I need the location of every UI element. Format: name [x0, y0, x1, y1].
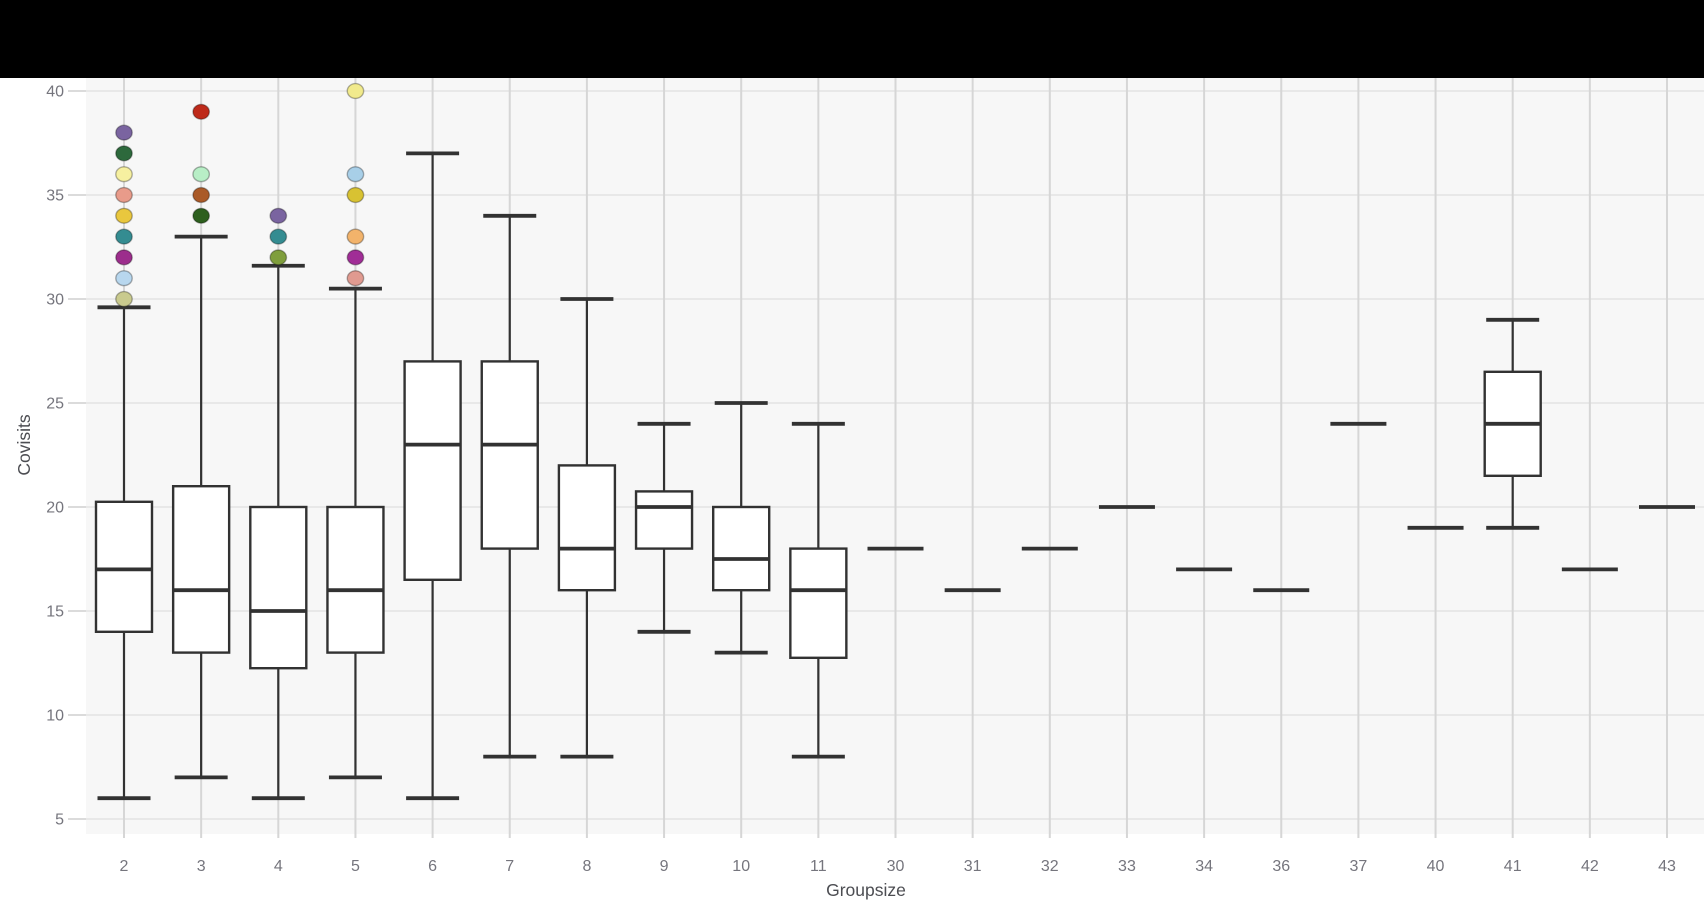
- iqr-box[interactable]: [789, 547, 848, 659]
- y-tick-label: 30: [46, 292, 64, 309]
- x-tick-label: 42: [1581, 858, 1599, 875]
- outlier-dot[interactable]: [269, 249, 288, 266]
- box-group-6[interactable]: [403, 151, 462, 801]
- outlier-dot[interactable]: [115, 186, 133, 204]
- outlier-dot[interactable]: [115, 270, 133, 287]
- y-tick-label: 20: [46, 500, 64, 517]
- x-tick-label: 8: [582, 858, 591, 875]
- box-group-7[interactable]: [480, 213, 539, 759]
- box-group-5[interactable]: [326, 82, 385, 780]
- x-tick-label: 34: [1195, 858, 1213, 875]
- outlier-dot[interactable]: [346, 228, 365, 245]
- x-tick-label: 6: [428, 858, 437, 875]
- outlier-dot[interactable]: [346, 166, 365, 183]
- box-group-10[interactable]: [712, 401, 771, 655]
- iqr-box[interactable]: [634, 490, 694, 550]
- box-group-9[interactable]: [634, 421, 694, 634]
- box-group-11[interactable]: [789, 421, 848, 759]
- x-tick-label: 11: [810, 858, 827, 875]
- x-axis-title: Groupsize: [826, 880, 906, 900]
- outlier-dot[interactable]: [269, 228, 288, 245]
- x-tick-label: 41: [1504, 858, 1522, 875]
- x-tick-label: 37: [1350, 858, 1368, 875]
- top-black-bar: [0, 0, 1704, 78]
- y-axis-tick-labels: 5 10 15 20 25 30 35 40: [46, 84, 64, 829]
- x-tick-label: 32: [1041, 858, 1059, 875]
- x-tick-label: 10: [732, 858, 750, 875]
- x-tick-label: 36: [1272, 858, 1290, 875]
- x-tick-label: 43: [1658, 858, 1676, 875]
- x-tick-label: 33: [1118, 858, 1136, 875]
- outlier-dot[interactable]: [115, 290, 133, 308]
- outlier-dot[interactable]: [346, 82, 365, 100]
- x-axis-tick-labels: 2 3 4 5 6 7 8 9 10 11 30 31 32 33 34 36 37 40 41 42 43: [120, 858, 1676, 875]
- outlier-dot[interactable]: [346, 186, 365, 204]
- outlier-dot[interactable]: [115, 145, 133, 162]
- x-tick-label: 30: [887, 858, 905, 875]
- y-tick-label: 5: [55, 812, 64, 829]
- box-group-2[interactable]: [94, 124, 154, 801]
- x-tick-label: 3: [197, 858, 206, 875]
- iqr-box[interactable]: [557, 464, 617, 592]
- outlier-dot[interactable]: [115, 228, 133, 245]
- outlier-dot[interactable]: [192, 186, 211, 204]
- outlier-dot[interactable]: [115, 249, 133, 266]
- outlier-dot[interactable]: [346, 249, 365, 266]
- x-tick-label: 4: [274, 858, 283, 875]
- y-tick-label: 10: [46, 708, 64, 725]
- y-tick-label: 40: [46, 84, 64, 101]
- boxplot-marks: [94, 82, 1695, 801]
- x-tick-label: 7: [505, 858, 514, 875]
- outlier-dot[interactable]: [192, 103, 211, 120]
- x-tick-label: 40: [1427, 858, 1445, 875]
- outlier-dot[interactable]: [115, 124, 133, 141]
- box-group-41[interactable]: [1483, 317, 1542, 530]
- iqr-box[interactable]: [171, 485, 231, 654]
- outlier-dot[interactable]: [269, 207, 288, 224]
- outlier-dot[interactable]: [115, 207, 133, 224]
- outlier-dot[interactable]: [192, 166, 211, 183]
- x-tick-label: 5: [351, 858, 360, 875]
- outlier-dot[interactable]: [115, 166, 133, 183]
- iqr-box[interactable]: [326, 505, 385, 654]
- x-tick-label: 2: [120, 858, 129, 875]
- iqr-box[interactable]: [94, 500, 154, 633]
- outlier-dot[interactable]: [346, 270, 365, 287]
- iqr-box[interactable]: [403, 360, 462, 581]
- outlier-dot[interactable]: [192, 207, 211, 224]
- y-tick-label: 25: [46, 396, 64, 413]
- y-tick-label: 35: [46, 188, 64, 205]
- iqr-box[interactable]: [712, 505, 771, 592]
- box-group-4[interactable]: [249, 207, 308, 801]
- iqr-box[interactable]: [480, 360, 539, 550]
- x-tick-label: 31: [964, 858, 982, 875]
- y-axis-title: Covisits: [14, 414, 34, 476]
- y-tick-label: 15: [46, 604, 64, 621]
- box-group-8[interactable]: [557, 297, 617, 759]
- box-group-3[interactable]: [171, 103, 231, 780]
- iqr-box[interactable]: [249, 505, 308, 670]
- x-tick-label: 9: [660, 858, 669, 875]
